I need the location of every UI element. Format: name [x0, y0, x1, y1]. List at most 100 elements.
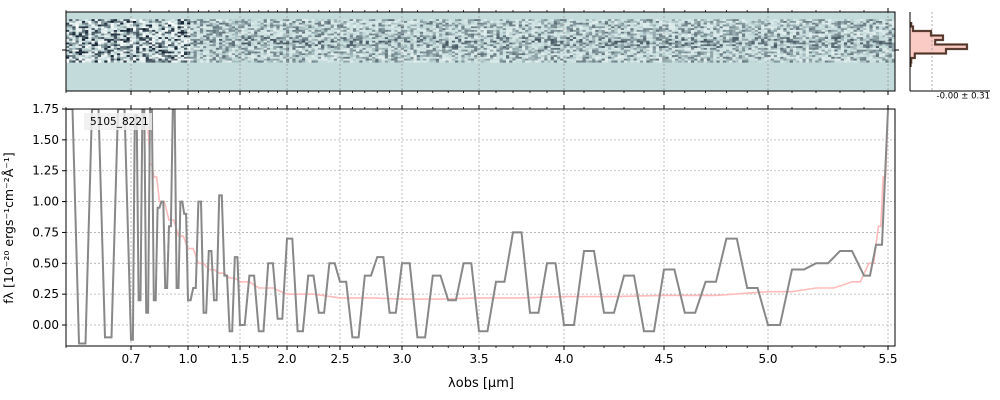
- heatmap-cell: [113, 33, 118, 36]
- heatmap-cell: [448, 46, 453, 49]
- heatmap-cell: [572, 51, 577, 54]
- heatmap-cell: [617, 42, 622, 45]
- heatmap-cell: [467, 26, 472, 29]
- heatmap-cell: [164, 28, 169, 31]
- heatmap-cell: [346, 19, 351, 22]
- heatmap-cell: [317, 26, 322, 29]
- heatmap-cell: [177, 28, 182, 31]
- heatmap-cell: [582, 20, 587, 24]
- heatmap-cell: [493, 29, 497, 33]
- heatmap-cell: [572, 29, 577, 33]
- heatmap-cell: [400, 51, 405, 54]
- heatmap-cell: [534, 26, 539, 29]
- heatmap-cell: [321, 19, 325, 22]
- heatmap-cell: [132, 35, 137, 38]
- heatmap-cell: [403, 51, 408, 54]
- heatmap-cell: [729, 24, 733, 27]
- heatmap-cell: [697, 20, 701, 24]
- heatmap-cell: [400, 49, 405, 52]
- heatmap-cell: [528, 26, 532, 29]
- heatmap-cell: [579, 37, 583, 40]
- heatmap-cell: [136, 46, 140, 49]
- heatmap-cell: [620, 42, 625, 45]
- heatmap-cell: [276, 33, 280, 36]
- heatmap-cell: [569, 31, 574, 34]
- heatmap-cell: [69, 33, 73, 36]
- heatmap-cell: [601, 40, 606, 43]
- heatmap-cell: [126, 51, 131, 54]
- heatmap-cell: [397, 47, 402, 51]
- heatmap-cell: [598, 46, 602, 49]
- heatmap-cell: [706, 51, 711, 54]
- heatmap-cell: [346, 22, 351, 25]
- heatmap-cell: [439, 44, 443, 47]
- heatmap-cell: [231, 33, 236, 36]
- heatmap-cell: [244, 51, 249, 54]
- heatmap-cell: [541, 31, 545, 34]
- heatmap-cell: [241, 37, 245, 40]
- heatmap-cell: [292, 28, 296, 31]
- heatmap-cell: [531, 33, 536, 36]
- heatmap-cell: [636, 20, 641, 24]
- heatmap-cell: [349, 20, 354, 24]
- heatmap-cell: [633, 60, 638, 63]
- heatmap-cell: [219, 26, 223, 29]
- heatmap-cell: [665, 49, 669, 52]
- heatmap-cell: [190, 35, 194, 38]
- heatmap-cell: [266, 47, 271, 51]
- heatmap-cell: [94, 40, 99, 43]
- heatmap-cell: [512, 35, 516, 38]
- heatmap-cell: [566, 26, 571, 29]
- heatmap-cell: [183, 42, 188, 45]
- heatmap-cell: [518, 29, 523, 33]
- heatmap-cell: [187, 46, 191, 49]
- heatmap-cell: [716, 29, 720, 33]
- heatmap-cell: [588, 53, 593, 56]
- heatmap-cell: [553, 42, 558, 45]
- heatmap-cell: [161, 38, 166, 42]
- heatmap-cell: [518, 33, 523, 36]
- heatmap-cell: [710, 53, 714, 56]
- heatmap-cell: [356, 51, 360, 54]
- heatmap-cell: [490, 51, 494, 54]
- heatmap-cell: [544, 55, 548, 58]
- heatmap-cell: [451, 19, 456, 22]
- heatmap-cell: [254, 40, 258, 43]
- heatmap-cell: [142, 33, 147, 36]
- heatmap-cell: [636, 24, 641, 27]
- heatmap-cell: [419, 38, 424, 42]
- heatmap-cell: [592, 44, 596, 47]
- heatmap-cell: [633, 19, 638, 22]
- heatmap-cell: [426, 29, 430, 33]
- heatmap-cell: [346, 42, 351, 45]
- heatmap-cell: [263, 40, 268, 43]
- heatmap-cell: [410, 28, 414, 31]
- heatmap-cell: [419, 56, 424, 59]
- heatmap-cell: [107, 24, 111, 27]
- heatmap-cell: [588, 28, 593, 31]
- heatmap-cell: [343, 44, 347, 47]
- heatmap-cell: [423, 19, 427, 22]
- heatmap-cell: [139, 28, 143, 31]
- heatmap-cell: [305, 26, 309, 29]
- heatmap-cell: [193, 53, 198, 56]
- heatmap-cell: [139, 44, 143, 47]
- heatmap-cell: [91, 60, 95, 63]
- heatmap-cell: [643, 33, 647, 36]
- heatmap-cell: [483, 28, 488, 31]
- heatmap-cell: [222, 33, 226, 36]
- heatmap-cell: [518, 28, 523, 31]
- heatmap-cell: [349, 58, 354, 61]
- heatmap-cell: [180, 55, 185, 58]
- heatmap-cell: [611, 31, 615, 34]
- heatmap-cell: [423, 47, 427, 51]
- heatmap-cell: [598, 19, 602, 22]
- heatmap-cell: [97, 58, 102, 61]
- heatmap-cell: [633, 40, 638, 43]
- heatmap-cell: [407, 40, 411, 43]
- heatmap-cell: [659, 29, 663, 33]
- heatmap-cell: [212, 37, 217, 40]
- heatmap-cell: [88, 31, 92, 34]
- heatmap-cell: [148, 26, 153, 29]
- heatmap-cell: [282, 33, 287, 36]
